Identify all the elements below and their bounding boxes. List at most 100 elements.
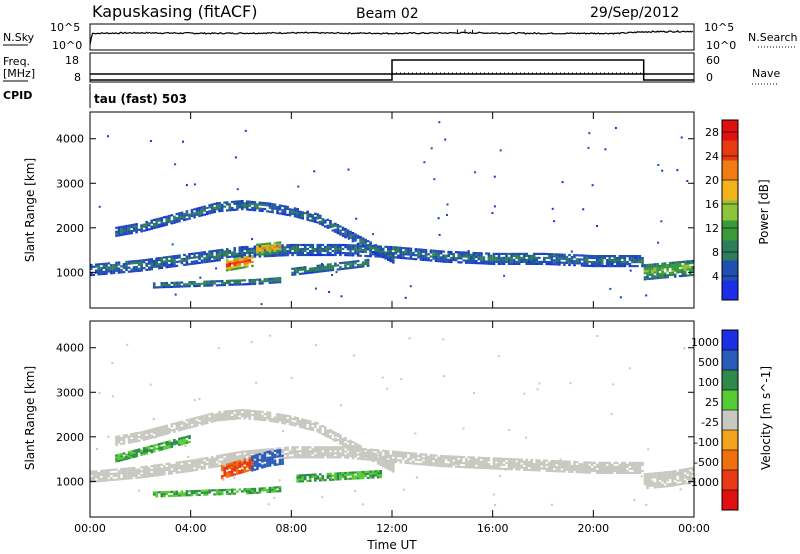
velocity-scatter: [96, 334, 686, 507]
velocity-colorbar-label-7: -1000: [687, 476, 719, 489]
velocity-xtick-label-0: 00:00: [74, 522, 106, 535]
cpid-label: CPID: [3, 89, 32, 102]
noise-tick-top-right: 10^5: [704, 21, 734, 34]
power-ytick-label-1: 2000: [56, 222, 84, 235]
power-panel-frame: [89, 111, 695, 309]
beam-label: Beam 02: [356, 6, 419, 22]
power-colorbar-seg-2: [722, 240, 738, 261]
station-title: Kapuskasing (fitACF): [92, 2, 257, 21]
noise-tick-bottom-right: 10^0: [706, 39, 736, 52]
velocity-ytick-label-0: 1000: [56, 475, 84, 488]
velocity-xtick-label-2: 08:00: [275, 522, 307, 535]
freq-panel-frame: [89, 52, 695, 83]
nsearch-label: N.Search: [748, 31, 798, 44]
power-colorbar-seg-5: [722, 180, 738, 201]
velocity-ytick-label-1: 2000: [56, 431, 84, 444]
power-colorbar-seg-7: [722, 140, 738, 161]
date-label: 29/Sep/2012: [590, 5, 679, 21]
nsky-line: [89, 30, 694, 45]
power-colorbar-seg-8: [722, 120, 738, 141]
power-band-5: [291, 258, 370, 276]
velocity-colorbar-label-5: -100: [694, 436, 719, 449]
power-colorbar-label-1: 8: [712, 246, 719, 259]
power-scatter: [98, 121, 695, 306]
power-colorbar-seg-3: [722, 220, 738, 241]
power-band-4: [256, 241, 282, 256]
velocity-colorbar-label-3: 25: [705, 396, 719, 409]
noise-tick-bottom-left: 10^0: [52, 39, 82, 52]
power-colorbar-frame: [721, 119, 739, 301]
power-colorbar-label-2: 12: [705, 222, 719, 235]
velocity-colorbar: 1000 500 100 25 -25 -100 -500 -1000: [687, 329, 739, 511]
velocity-xtick-label-3: 12:00: [376, 522, 408, 535]
velocity-xtick-label-6: 00:00: [678, 522, 710, 535]
power-ytick-label-3: 4000: [56, 133, 84, 146]
power-marks: [90, 121, 695, 306]
power-colorbar-label-0: 4: [712, 270, 719, 283]
freq-tick-bottom-left: 8: [74, 71, 81, 84]
velocity-band-7: [643, 466, 695, 490]
velocity-colorbar-label-6: -500: [694, 456, 719, 469]
velocity-colorbar-seg-4: [722, 410, 738, 431]
velocity-colorbar-seg-0: [722, 330, 738, 351]
velocity-colorbar-label: Velocity [m s^-1]: [759, 366, 773, 470]
power-colorbar-label: Power [dB]: [757, 179, 771, 244]
freq-lines: [90, 59, 694, 81]
power-colorbar: 4 8 12 16 20 24 28: [705, 119, 739, 301]
power-colorbar-label-6: 28: [705, 126, 719, 139]
power-band-1: [115, 200, 395, 264]
velocity-band-6: [296, 470, 382, 483]
velocity-marks: [90, 334, 695, 507]
velocity-colorbar-seg-1: [722, 350, 738, 371]
power-colorbar-label-3: 16: [705, 198, 719, 211]
velocity-colorbar-seg-5: [722, 430, 738, 451]
power-colorbar-seg-1: [722, 260, 738, 281]
cpid-value: tau (fast) 503: [94, 92, 187, 106]
power-colorbar-label-4: 20: [705, 174, 719, 187]
power-colorbar-seg-0: [722, 280, 738, 301]
power-band-3: [225, 254, 254, 272]
velocity-ylabel: Slant Range [km]: [23, 366, 37, 470]
velocity-yticks: 1000 2000 3000 4000: [56, 342, 694, 488]
velocity-band-2: [115, 435, 191, 463]
velocity-xtick-label-4: 16:00: [477, 522, 509, 535]
power-ytick-label-2: 3000: [56, 177, 84, 190]
velocity-colorbar-label-2: 100: [698, 376, 719, 389]
velocity-colorbar-frame: [721, 329, 739, 511]
velocity-band-1: [115, 409, 395, 473]
power-colorbar-seg-4: [722, 200, 738, 221]
freq-tick-bottom-right: 0: [706, 71, 713, 84]
velocity-ytick-label-3: 4000: [56, 342, 84, 355]
freq-tick-top-right: 60: [706, 54, 720, 67]
velocity-colorbar-seg-3: [722, 390, 738, 411]
velocity-band-3: [152, 486, 282, 498]
noise-lines: [89, 29, 694, 45]
nave-line: [90, 59, 694, 81]
power-yticks: 1000 2000 3000 4000: [56, 133, 694, 279]
velocity-band-5: [251, 449, 284, 472]
velocity-colorbar-label-4: -25: [701, 416, 719, 429]
power-band-2: [152, 277, 282, 289]
velocity-colorbar-seg-7: [722, 470, 738, 491]
velocity-colorbar-label-0: 1000: [691, 336, 719, 349]
velocity-ytick-label-2: 3000: [56, 386, 84, 399]
velocity-xlabel: Time UT: [366, 538, 417, 552]
power-colorbar-label-5: 24: [705, 150, 719, 163]
power-ytick-label-0: 1000: [56, 266, 84, 279]
velocity-xtick-label-1: 04:00: [175, 522, 207, 535]
power-colorbar-seg-6: [722, 160, 738, 181]
power-xticks: [89, 112, 695, 308]
nsky-label: N.Sky: [3, 31, 35, 44]
noise-tick-top-left: 10^5: [50, 21, 80, 34]
velocity-colorbar-label-1: 500: [698, 356, 719, 369]
velocity-colorbar-seg-6: [722, 450, 738, 471]
velocity-colorbar-seg-2: [722, 370, 738, 391]
power-ylabel: Slant Range [km]: [23, 158, 37, 262]
velocity-colorbar-seg-8: [722, 490, 738, 511]
velocity-xtick-label-5: 20:00: [577, 522, 609, 535]
freq-label: Freq.: [3, 55, 30, 68]
nave-label: Nave: [752, 67, 780, 80]
velocity-xticks: 00:00 04:00 08:00 12:00 16:00 20:00 00:00: [74, 321, 710, 535]
velocity-panel-frame: [89, 320, 695, 518]
